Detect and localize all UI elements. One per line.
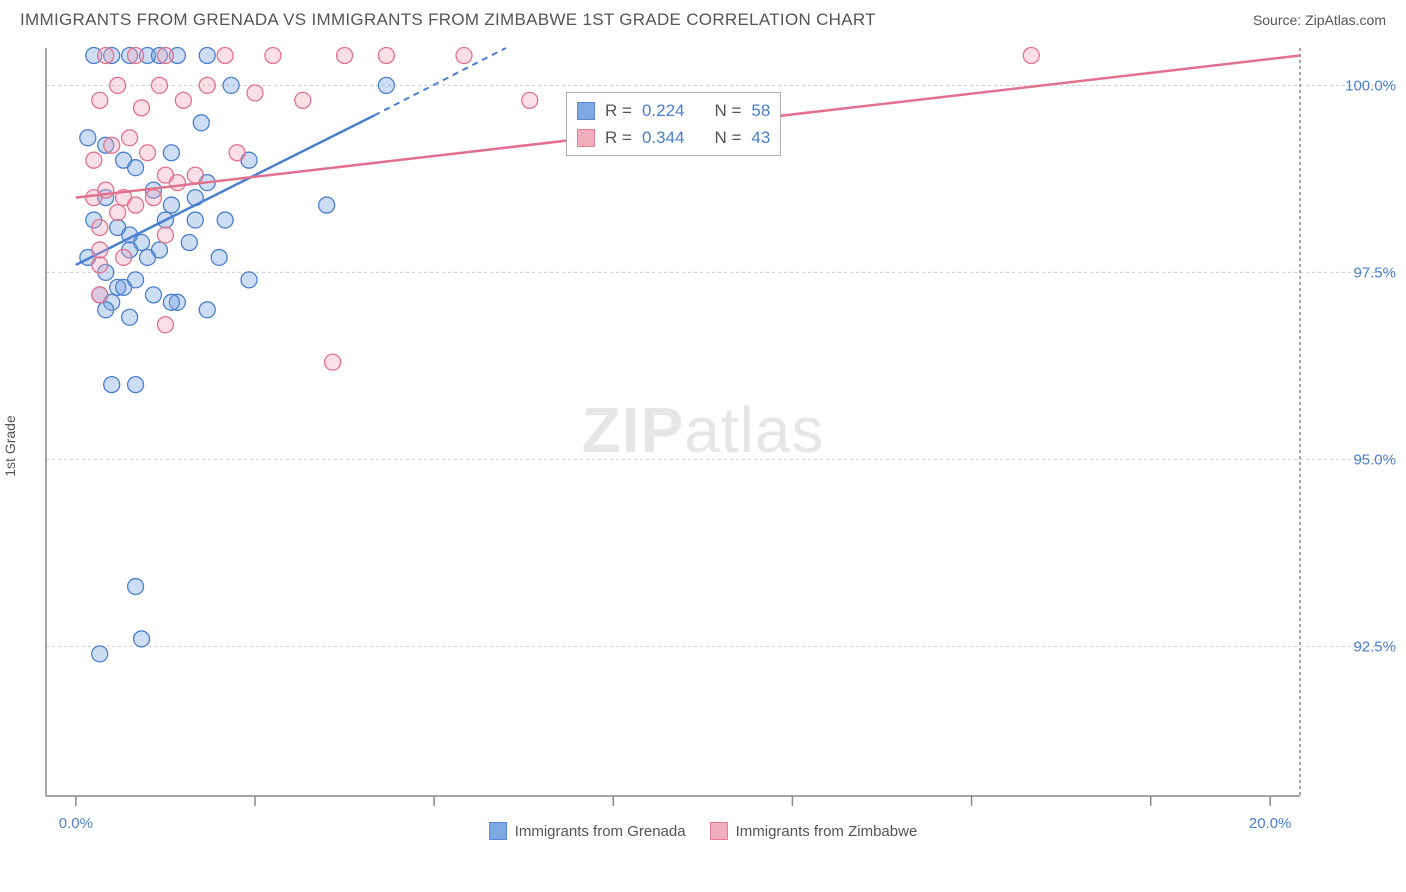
stat-value-n: 43 bbox=[751, 124, 770, 151]
legend-item: Immigrants from Grenada bbox=[489, 822, 686, 840]
chart-title: IMMIGRANTS FROM GRENADA VS IMMIGRANTS FR… bbox=[20, 10, 876, 30]
stat-value-n: 58 bbox=[751, 97, 770, 124]
stats-row: R = 0.224 N = 58 bbox=[577, 97, 770, 124]
data-point bbox=[128, 377, 144, 393]
data-point bbox=[122, 309, 138, 325]
data-point bbox=[181, 234, 197, 250]
data-point bbox=[80, 130, 96, 146]
stat-value-r: 0.344 bbox=[642, 124, 685, 151]
data-point bbox=[128, 47, 144, 63]
data-point bbox=[241, 272, 257, 288]
data-point bbox=[378, 47, 394, 63]
data-point bbox=[247, 85, 263, 101]
data-point bbox=[98, 47, 114, 63]
data-point bbox=[134, 631, 150, 647]
series-legend: Immigrants from Grenada Immigrants from Z… bbox=[0, 822, 1406, 840]
data-point bbox=[128, 160, 144, 176]
legend-swatch bbox=[710, 822, 728, 840]
data-point bbox=[199, 47, 215, 63]
data-point bbox=[217, 212, 233, 228]
data-point bbox=[92, 287, 108, 303]
data-point bbox=[337, 47, 353, 63]
scatter-chart: 92.5%95.0%97.5%100.0%0.0%20.0% bbox=[0, 36, 1406, 856]
data-point bbox=[211, 249, 227, 265]
data-point bbox=[163, 294, 179, 310]
data-point bbox=[134, 100, 150, 116]
source-name: ZipAtlas.com bbox=[1305, 12, 1386, 28]
data-point bbox=[229, 145, 245, 161]
stats-row: R = 0.344 N = 43 bbox=[577, 124, 770, 151]
legend-swatch bbox=[577, 102, 595, 120]
data-point bbox=[378, 77, 394, 93]
data-point bbox=[325, 354, 341, 370]
data-point bbox=[86, 152, 102, 168]
data-point bbox=[163, 197, 179, 213]
legend-swatch bbox=[489, 822, 507, 840]
data-point bbox=[140, 145, 156, 161]
data-point bbox=[128, 579, 144, 595]
y-tick-label: 92.5% bbox=[1353, 638, 1396, 655]
data-point bbox=[157, 167, 173, 183]
data-point bbox=[265, 47, 281, 63]
data-point bbox=[104, 377, 120, 393]
legend-swatch bbox=[577, 129, 595, 147]
data-point bbox=[199, 77, 215, 93]
y-axis-title: 1st Grade bbox=[2, 415, 18, 476]
data-point bbox=[199, 302, 215, 318]
data-point bbox=[128, 197, 144, 213]
data-point bbox=[92, 92, 108, 108]
data-point bbox=[319, 197, 335, 213]
data-point bbox=[157, 317, 173, 333]
data-point bbox=[295, 92, 311, 108]
data-point bbox=[110, 77, 126, 93]
data-point bbox=[92, 646, 108, 662]
y-tick-label: 95.0% bbox=[1353, 451, 1396, 468]
data-point bbox=[98, 302, 114, 318]
data-point bbox=[217, 47, 233, 63]
data-point bbox=[522, 92, 538, 108]
data-point bbox=[122, 130, 138, 146]
data-point bbox=[145, 190, 161, 206]
data-point bbox=[456, 47, 472, 63]
data-point bbox=[116, 249, 132, 265]
data-point bbox=[163, 145, 179, 161]
stat-label-n: N = bbox=[714, 97, 741, 124]
data-point bbox=[187, 212, 203, 228]
data-point bbox=[187, 167, 203, 183]
stat-label-n: N = bbox=[714, 124, 741, 151]
legend-label: Immigrants from Grenada bbox=[515, 823, 686, 840]
data-point bbox=[140, 249, 156, 265]
data-point bbox=[157, 47, 173, 63]
y-tick-label: 100.0% bbox=[1345, 77, 1396, 94]
data-point bbox=[92, 257, 108, 273]
data-point bbox=[175, 92, 191, 108]
chart-area: 1st Grade 92.5%95.0%97.5%100.0%0.0%20.0%… bbox=[0, 36, 1406, 856]
data-point bbox=[92, 242, 108, 258]
data-point bbox=[110, 205, 126, 221]
correlation-stats-box: R = 0.224 N = 58 R = 0.344 N = 43 bbox=[566, 92, 781, 156]
data-point bbox=[1023, 47, 1039, 63]
legend-label: Immigrants from Zimbabwe bbox=[736, 823, 918, 840]
data-point bbox=[157, 227, 173, 243]
source-label: Source: bbox=[1253, 12, 1301, 28]
data-point bbox=[145, 287, 161, 303]
data-point bbox=[92, 220, 108, 236]
data-point bbox=[223, 77, 239, 93]
data-point bbox=[193, 115, 209, 131]
stat-value-r: 0.224 bbox=[642, 97, 685, 124]
data-point bbox=[128, 272, 144, 288]
chart-header: IMMIGRANTS FROM GRENADA VS IMMIGRANTS FR… bbox=[0, 0, 1406, 36]
data-point bbox=[151, 77, 167, 93]
stat-label-r: R = bbox=[605, 97, 632, 124]
stat-label-r: R = bbox=[605, 124, 632, 151]
legend-item: Immigrants from Zimbabwe bbox=[710, 822, 918, 840]
source-citation: Source: ZipAtlas.com bbox=[1253, 12, 1386, 28]
data-point bbox=[104, 137, 120, 153]
y-tick-label: 97.5% bbox=[1353, 264, 1396, 281]
